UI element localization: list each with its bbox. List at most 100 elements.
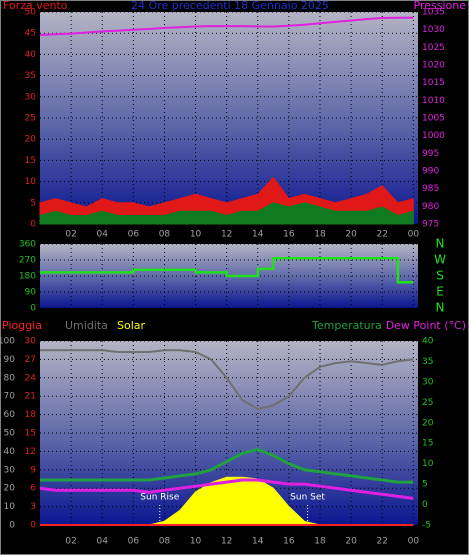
x-tick-label: 20: [345, 537, 357, 547]
y3-tick-label: 12: [25, 447, 36, 457]
plot-area: [40, 12, 418, 224]
annotation: Sun Set: [290, 493, 325, 503]
y3-tick-label: 30: [25, 337, 37, 347]
x-tick-label: 16: [283, 230, 295, 240]
y2-tick-label: 1010: [422, 96, 445, 106]
y-axis-label: Forza vento: [3, 0, 68, 12]
y3-tick-label: 24: [25, 373, 37, 383]
x-tick-label: 18: [314, 230, 326, 240]
chart-title: 24 Ore precedenti 18 Gennaio 2025: [131, 0, 329, 12]
y-tick-label: 90: [4, 355, 16, 365]
x-tick-label: 08: [159, 537, 171, 547]
y3-tick-label: 15: [25, 429, 36, 439]
x-tick-label: 08: [159, 230, 171, 240]
legend-entry: Temperatura: [311, 319, 382, 332]
y-tick-label: 80: [4, 373, 16, 383]
y-tick-label: 35: [25, 71, 36, 81]
y-tick-label: 60: [4, 410, 16, 420]
y-tick-label: 40: [4, 447, 16, 457]
y2-tick-label: 1035: [422, 8, 445, 18]
y-tick-label: 15: [25, 156, 36, 166]
y2-tick-label: 1000: [422, 131, 445, 141]
y3-tick-label: 27: [25, 355, 36, 365]
legend-entry: Umidita: [65, 319, 108, 332]
y2-tick-label: 30: [422, 377, 434, 387]
y2-tick-label: E: [436, 285, 444, 299]
y-tick-label: 25: [25, 114, 36, 124]
x-tick-label: 02: [65, 537, 76, 547]
area: [39, 202, 414, 225]
x-tick-label: 06: [128, 230, 140, 240]
y-tick-label: 50: [25, 8, 37, 18]
line: [40, 256, 414, 284]
x-tick-label: 18: [314, 537, 326, 547]
x-tick-label: 02: [65, 230, 76, 240]
y2-tick-label: 20: [422, 418, 434, 428]
y-tick-label: 100: [0, 337, 15, 347]
y-tick-label: 90: [25, 288, 37, 298]
y-tick-label: 5: [30, 198, 36, 208]
y3-tick-label: 21: [25, 392, 36, 402]
legend-entry: Pioggia: [2, 319, 42, 332]
y-tick-label: 70: [4, 392, 16, 402]
x-tick-label: 10: [190, 537, 202, 547]
y3-tick-label: 9: [30, 465, 36, 475]
y2-tick-label: 985: [422, 184, 439, 194]
line: [39, 16, 414, 36]
y2-tick-label: 40: [422, 337, 434, 347]
y-tick-label: 20: [4, 484, 16, 494]
y2-tick-label: 1025: [422, 43, 445, 53]
y3-tick-label: 18: [25, 410, 37, 420]
x-tick-label: 16: [283, 537, 295, 547]
y-tick-label: 10: [4, 502, 16, 512]
x-tick-label: 22: [376, 537, 387, 547]
y-tick-label: 40: [25, 50, 37, 60]
x-tick-label: 22: [376, 230, 387, 240]
y-tick-label: 45: [25, 29, 36, 39]
y-tick-label: 0: [30, 220, 36, 230]
legend-entry: Dew Point (°C): [386, 319, 466, 332]
y2-axis-label: Pressione: [414, 0, 467, 12]
y2-tick-label: 1020: [422, 61, 445, 71]
y2-tick-label: -5: [422, 521, 431, 531]
line: [40, 447, 414, 484]
y-tick-label: 270: [19, 256, 36, 266]
line: [39, 478, 414, 500]
y-tick-label: 20: [25, 135, 37, 145]
annotation: Sun Rise: [140, 493, 179, 503]
y2-tick-label: N: [436, 301, 445, 315]
y3-tick-label: 6: [30, 484, 36, 494]
legend-entry: Solar: [117, 319, 146, 332]
y2-tick-label: 975: [422, 220, 439, 230]
y2-tick-label: S: [436, 269, 444, 283]
y2-tick-label: 1005: [422, 114, 445, 124]
y2-tick-label: 995: [422, 149, 439, 159]
x-tick-label: 12: [221, 230, 232, 240]
y-tick-label: 30: [25, 92, 37, 102]
y2-tick-label: W: [434, 253, 446, 267]
x-tick-label: 12: [221, 537, 232, 547]
x-tick-label: 14: [252, 537, 264, 547]
x-tick-label: 20: [345, 230, 357, 240]
y2-tick-label: 1030: [422, 25, 445, 35]
y-tick-label: 10: [25, 177, 37, 187]
y2-tick-label: 980: [422, 202, 439, 212]
x-tick-label: 10: [190, 230, 202, 240]
y2-tick-label: 25: [422, 398, 433, 408]
y2-tick-label: N: [436, 237, 445, 251]
x-tick-label: 00: [408, 537, 420, 547]
y-tick-label: 360: [19, 240, 36, 250]
y-tick-label: 0: [9, 521, 15, 531]
x-tick-label: 06: [128, 537, 140, 547]
y-tick-label: 50: [4, 429, 16, 439]
y3-tick-label: 3: [30, 502, 36, 512]
y3-tick-label: 0: [30, 521, 36, 531]
x-tick-label: 04: [96, 230, 108, 240]
x-tick-label: 14: [252, 230, 264, 240]
y2-tick-label: 0: [422, 500, 428, 510]
y2-tick-label: 5: [422, 480, 428, 490]
y-tick-label: 30: [4, 465, 16, 475]
y-tick-label: 0: [30, 304, 36, 314]
y2-tick-label: 10: [422, 459, 434, 469]
